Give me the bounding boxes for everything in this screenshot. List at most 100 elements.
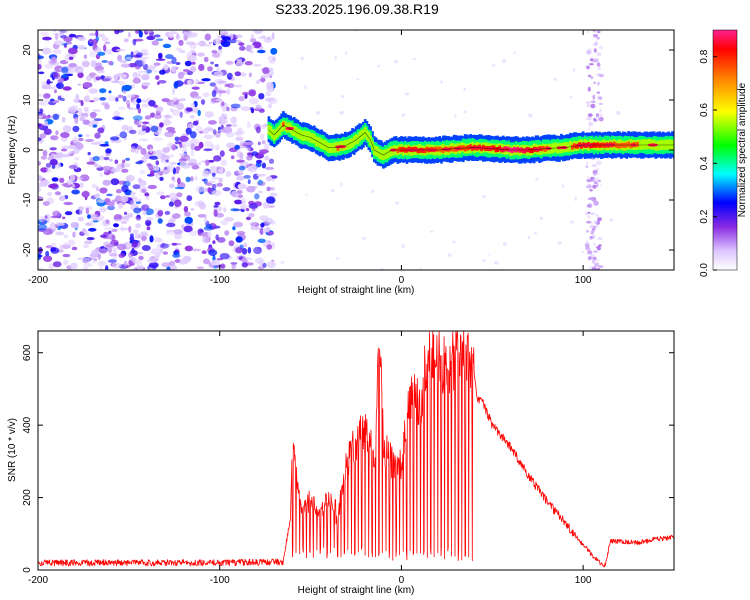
- spectrogram-noise-layer: [38, 30, 621, 270]
- ridge-cell: [669, 139, 672, 150]
- noise-blob: [128, 62, 138, 68]
- noise-blob: [256, 173, 266, 177]
- noise-blob: [218, 177, 223, 183]
- noise-blob: [136, 264, 144, 270]
- snr-series: [38, 331, 674, 568]
- noise-blob: [105, 265, 109, 270]
- noise-blob: [146, 163, 152, 167]
- ridge-cell: [356, 134, 360, 145]
- noise-blob: [137, 107, 141, 114]
- noise-blob: [40, 155, 48, 160]
- snr-line: [38, 331, 674, 568]
- band-blob: [590, 58, 593, 62]
- noise-blob: [104, 141, 109, 145]
- noise-blob: [235, 40, 242, 43]
- noise-blob: [60, 148, 68, 152]
- noise-blob: [260, 124, 266, 130]
- band-blob: [597, 179, 601, 182]
- ridge-cell: [303, 130, 307, 141]
- noise-speck: [570, 220, 574, 224]
- noise-blob: [44, 63, 54, 69]
- noise-blob: [83, 262, 93, 267]
- band-blob: [589, 267, 592, 270]
- ridge-cell: [616, 143, 620, 149]
- noise-blob: [58, 30, 68, 33]
- noise-blob: [88, 32, 97, 36]
- noise-blob: [73, 157, 80, 161]
- noise-blob: [240, 106, 251, 111]
- noise-blob: [270, 47, 278, 55]
- noise-blob: [133, 229, 139, 236]
- noise-blob: [220, 118, 228, 125]
- noise-blob: [266, 261, 276, 269]
- noise-blob: [38, 161, 42, 166]
- ridge-cell: [494, 147, 498, 153]
- noise-speck: [440, 80, 443, 84]
- noise-blob: [164, 131, 175, 138]
- noise-blob: [165, 229, 175, 233]
- noise-blob: [213, 209, 218, 217]
- noise-blob: [125, 214, 130, 222]
- noise-blob: [111, 167, 121, 173]
- noise-blob: [217, 48, 223, 55]
- band-blob: [600, 113, 603, 117]
- noise-speck: [393, 60, 399, 64]
- noise-blob: [65, 53, 72, 57]
- noise-blob: [107, 259, 117, 263]
- noise-blob: [171, 242, 178, 246]
- noise-blob: [243, 242, 248, 248]
- noise-blob: [163, 120, 173, 125]
- noise-blob: [190, 102, 196, 110]
- noise-blob: [231, 123, 238, 128]
- noise-blob: [236, 175, 246, 181]
- noise-speck: [429, 230, 434, 233]
- noise-blob: [50, 215, 61, 219]
- noise-blob: [81, 60, 90, 68]
- noise-blob: [257, 49, 266, 54]
- noise-blob: [108, 90, 112, 94]
- noise-blob: [130, 191, 136, 196]
- noise-blob: [94, 193, 101, 198]
- noise-blob: [78, 134, 83, 138]
- noise-blob: [165, 195, 170, 198]
- noise-blob: [141, 204, 150, 211]
- noise-blob: [249, 221, 257, 226]
- noise-speck: [303, 85, 307, 89]
- noise-blob: [214, 201, 221, 206]
- band-blob: [586, 116, 592, 121]
- noise-blob: [244, 61, 253, 66]
- noise-blob: [142, 124, 147, 130]
- noise-speck: [447, 253, 452, 257]
- noise-blob: [68, 56, 74, 60]
- band-blob: [593, 250, 598, 253]
- noise-blob: [236, 231, 246, 236]
- noise-blob: [224, 230, 230, 236]
- y-tick-label: 400: [22, 416, 33, 433]
- noise-blob: [77, 257, 84, 260]
- noise-blob: [234, 84, 242, 88]
- ridge-cell: [572, 143, 576, 149]
- band-blob: [587, 30, 589, 34]
- noise-blob: [104, 41, 111, 45]
- noise-blob: [40, 167, 49, 173]
- spectrogram-x-ticks: -200 -100 0 100: [28, 30, 592, 286]
- noise-blob: [146, 226, 151, 231]
- noise-blob: [225, 124, 232, 127]
- ridge-cell: [423, 148, 427, 154]
- noise-blob: [202, 170, 210, 178]
- noise-blob: [223, 207, 227, 213]
- noise-blob: [54, 33, 59, 41]
- noise-blob: [77, 83, 82, 86]
- band-blob: [592, 184, 597, 189]
- noise-blob: [201, 250, 207, 255]
- noise-blob: [73, 98, 79, 102]
- ridge-cell: [551, 143, 554, 154]
- noise-blob: [85, 133, 90, 138]
- noise-blob: [173, 101, 179, 105]
- colorbar-gradient: [712, 29, 738, 271]
- noise-blob: [166, 266, 171, 270]
- y-tick-label: 0: [22, 147, 33, 153]
- noise-blob: [260, 223, 265, 228]
- noise-blob: [141, 103, 150, 108]
